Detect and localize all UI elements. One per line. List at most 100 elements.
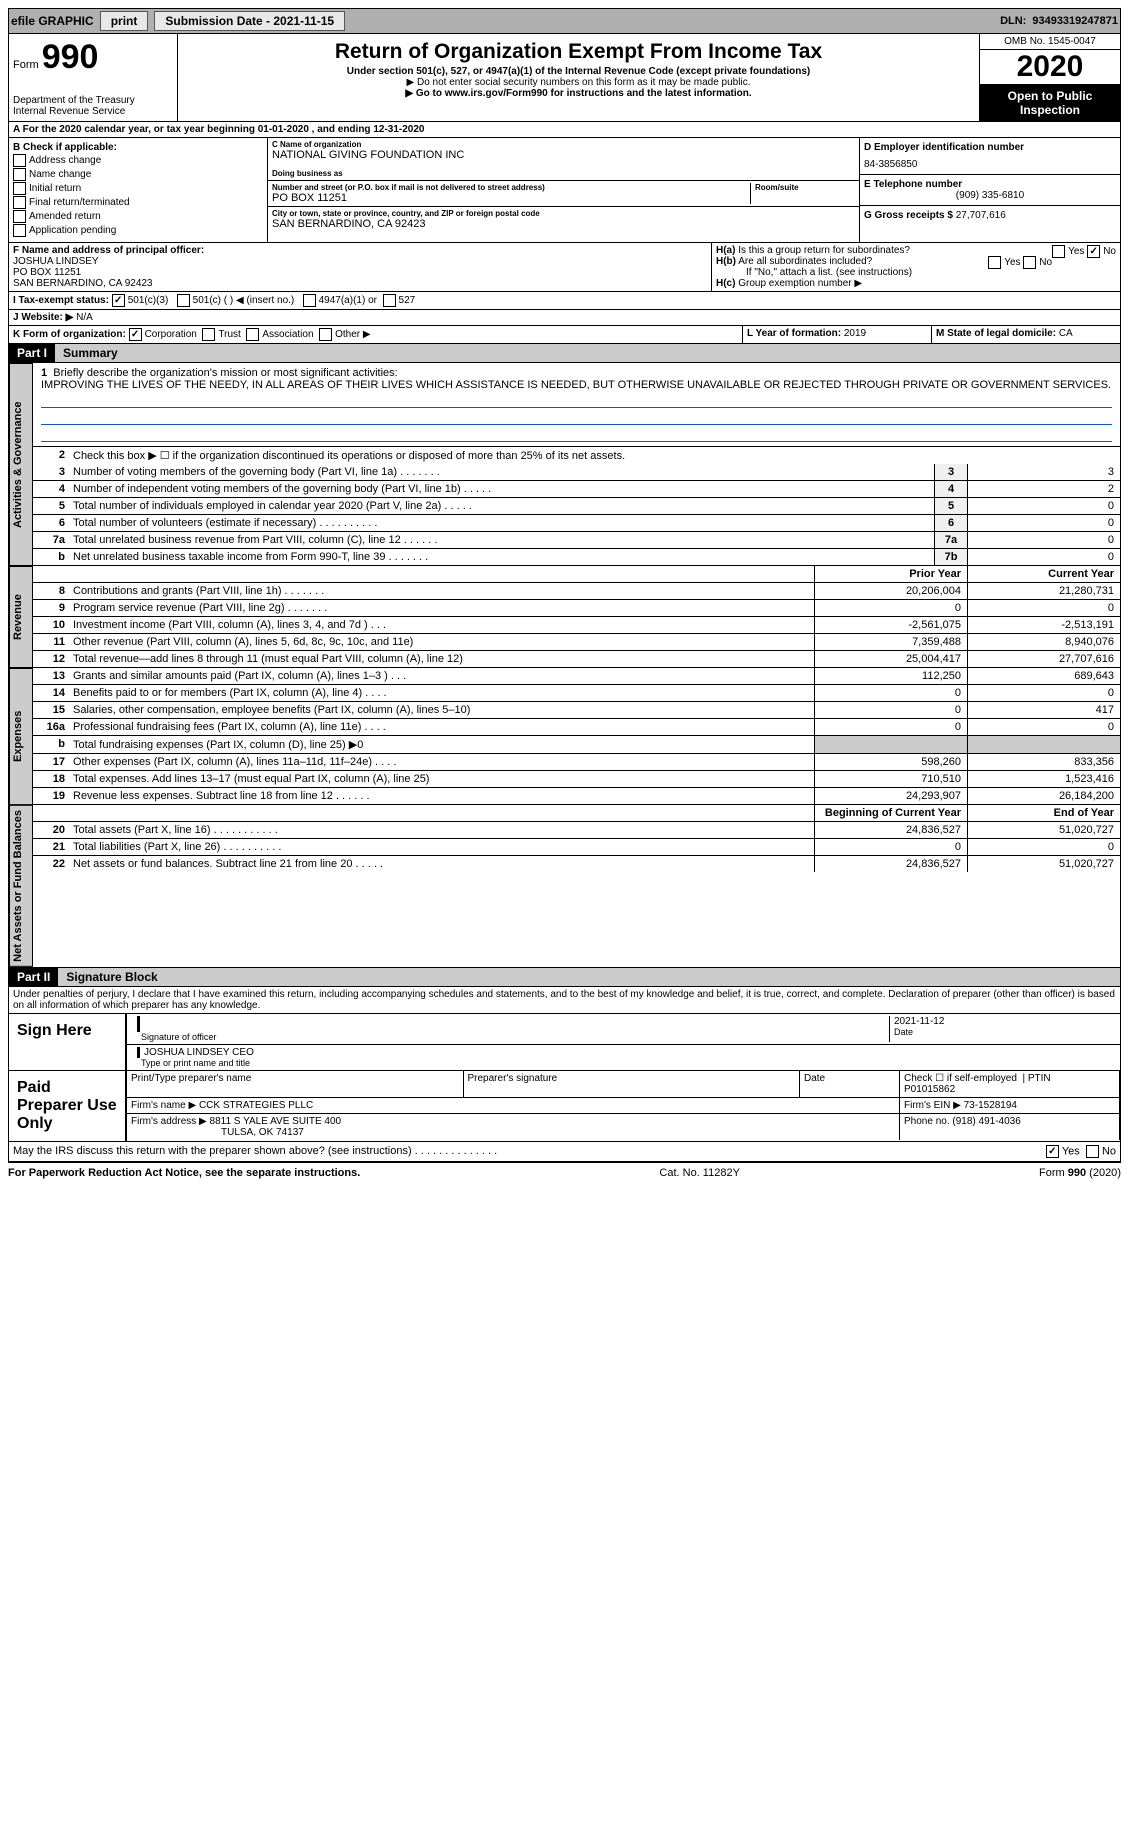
form-990-footer: Form 990 (2020)	[1039, 1167, 1121, 1179]
prep-sig-label: Preparer's signature	[464, 1071, 801, 1098]
line22-desc: Net assets or fund balances. Subtract li…	[69, 856, 814, 872]
firm-ein: 73-1528194	[964, 1100, 1017, 1111]
line20-end: 51,020,727	[967, 822, 1120, 838]
line16a-current: 0	[967, 719, 1120, 735]
self-employed-check[interactable]: Check ☐ if self-employed	[904, 1073, 1017, 1084]
check-amended-return[interactable]: Amended return	[13, 210, 263, 223]
line8-prior: 20,206,004	[814, 583, 967, 599]
dln-label: DLN:	[1000, 15, 1026, 27]
discuss-row: May the IRS discuss this return with the…	[8, 1142, 1121, 1162]
form-word: Form	[13, 59, 39, 71]
line6-val: 0	[967, 515, 1120, 531]
check-other[interactable]	[319, 328, 332, 341]
irs-label: Internal Revenue Service	[13, 106, 173, 117]
line22-end: 51,020,727	[967, 856, 1120, 872]
expenses-section: Expenses 13Grants and similar amounts pa…	[8, 668, 1121, 805]
line20-desc: Total assets (Part X, line 16) . . . . .…	[69, 822, 814, 838]
header-left: Form 990 Department of the Treasury Inte…	[9, 34, 178, 121]
vtab-net-assets: Net Assets or Fund Balances	[9, 805, 33, 967]
website-row: J Website: ▶ N/A	[8, 310, 1121, 326]
ptin-value: P01015862	[904, 1084, 955, 1095]
section-b-checkboxes: B Check if applicable: Address change Na…	[9, 138, 268, 242]
line3-val: 3	[967, 464, 1120, 480]
check-application-pending[interactable]: Application pending	[13, 224, 263, 237]
subtitle-section: Under section 501(c), 527, or 4947(a)(1)…	[182, 66, 975, 77]
line10-current: -2,513,191	[967, 617, 1120, 633]
header-right: OMB No. 1545-0047 2020 Open to PublicIns…	[979, 34, 1120, 121]
line18-current: 1,523,416	[967, 771, 1120, 787]
print-button[interactable]: print	[100, 11, 149, 31]
line9-desc: Program service revenue (Part VIII, line…	[69, 600, 814, 616]
officer-label: F Name and address of principal officer:	[13, 245, 707, 256]
discuss-yes[interactable]	[1046, 1145, 1059, 1158]
line15-current: 417	[967, 702, 1120, 718]
org-name: NATIONAL GIVING FOUNDATION INC	[272, 149, 855, 161]
line17-current: 833,356	[967, 754, 1120, 770]
room-label: Room/suite	[755, 183, 855, 192]
part2-header: Part II Signature Block	[8, 968, 1121, 987]
officer-addr1: PO BOX 11251	[13, 267, 707, 278]
submission-date-button[interactable]: Submission Date - 2021-11-15	[154, 11, 345, 31]
officer-print-name: JOSHUA LINDSEY CEO	[137, 1047, 1114, 1058]
open-inspection: Open to PublicInspection	[980, 85, 1120, 121]
calendar-year-row: A For the 2020 calendar year, or tax yea…	[8, 122, 1121, 138]
perjury-statement: Under penalties of perjury, I declare th…	[8, 987, 1121, 1014]
firm-name-label: Firm's name ▶	[131, 1100, 196, 1111]
officer-addr2: SAN BERNARDINO, CA 92423	[13, 278, 707, 289]
line19-current: 26,184,200	[967, 788, 1120, 804]
officer-print-label: Type or print name and title	[133, 1058, 1114, 1068]
discuss-no[interactable]	[1086, 1145, 1099, 1158]
firm-address: 8811 S YALE AVE SUITE 400	[210, 1116, 342, 1127]
line4-val: 2	[967, 481, 1120, 497]
year-formation: 2019	[844, 328, 866, 339]
check-name-change[interactable]: Name change	[13, 168, 263, 181]
i-label: I Tax-exempt status:	[13, 295, 109, 306]
check-4947[interactable]	[303, 294, 316, 307]
check-501c[interactable]	[177, 294, 190, 307]
line14-desc: Benefits paid to or for members (Part IX…	[69, 685, 814, 701]
page-footer: For Paperwork Reduction Act Notice, see …	[8, 1162, 1121, 1183]
line19-desc: Revenue less expenses. Subtract line 18 …	[69, 788, 814, 804]
entity-info: B Check if applicable: Address change Na…	[8, 138, 1121, 243]
prep-date-label: Date	[800, 1071, 900, 1098]
line12-desc: Total revenue—add lines 8 through 11 (mu…	[69, 651, 814, 667]
vtab-expenses: Expenses	[9, 668, 33, 805]
check-corporation[interactable]	[129, 328, 142, 341]
org-name-label: C Name of organization	[272, 140, 855, 149]
current-year-header: Current Year	[967, 566, 1120, 582]
state-domicile: CA	[1059, 328, 1073, 339]
check-trust[interactable]	[202, 328, 215, 341]
firm-addr-label: Firm's address ▶	[131, 1116, 207, 1127]
line4-desc: Number of independent voting members of …	[69, 481, 934, 497]
section-f-officer: F Name and address of principal officer:…	[9, 243, 712, 291]
part1-tag: Part I	[9, 344, 55, 362]
hb-note: If "No," attach a list. (see instruction…	[716, 267, 1116, 278]
line18-prior: 710,510	[814, 771, 967, 787]
paid-preparer-label: Paid Preparer Use Only	[9, 1071, 127, 1141]
sign-date-label: Date	[894, 1027, 1114, 1037]
check-final-return[interactable]: Final return/terminated	[13, 196, 263, 209]
line12-prior: 25,004,417	[814, 651, 967, 667]
check-address-change[interactable]: Address change	[13, 154, 263, 167]
instructions-link[interactable]: ▶ Go to www.irs.gov/Form990 for instruct…	[182, 88, 975, 99]
firm-city: TULSA, OK 74137	[131, 1127, 304, 1138]
ssn-warning: ▶ Do not enter social security numbers o…	[182, 77, 975, 88]
tax-year: 2020	[980, 50, 1120, 85]
line16a-prior: 0	[814, 719, 967, 735]
revenue-section: Revenue Prior YearCurrent Year 8Contribu…	[8, 566, 1121, 668]
pra-notice: For Paperwork Reduction Act Notice, see …	[8, 1167, 360, 1179]
line13-prior: 112,250	[814, 668, 967, 684]
vtab-governance: Activities & Governance	[9, 363, 33, 566]
phone-label: E Telephone number	[864, 179, 1116, 190]
check-501c3[interactable]	[112, 294, 125, 307]
dept-treasury: Department of the Treasury	[13, 95, 173, 106]
header-center: Return of Organization Exempt From Incom…	[178, 34, 979, 121]
check-527[interactable]	[383, 294, 396, 307]
line11-current: 8,940,076	[967, 634, 1120, 650]
check-association[interactable]	[246, 328, 259, 341]
dln-value: 93493319247871	[1032, 15, 1118, 27]
check-initial-return[interactable]: Initial return	[13, 182, 263, 195]
section-h-group: H(a) Is this a group return for subordin…	[712, 243, 1120, 291]
beginning-year-header: Beginning of Current Year	[814, 805, 967, 821]
hc-label: Group exemption number ▶	[738, 278, 862, 289]
